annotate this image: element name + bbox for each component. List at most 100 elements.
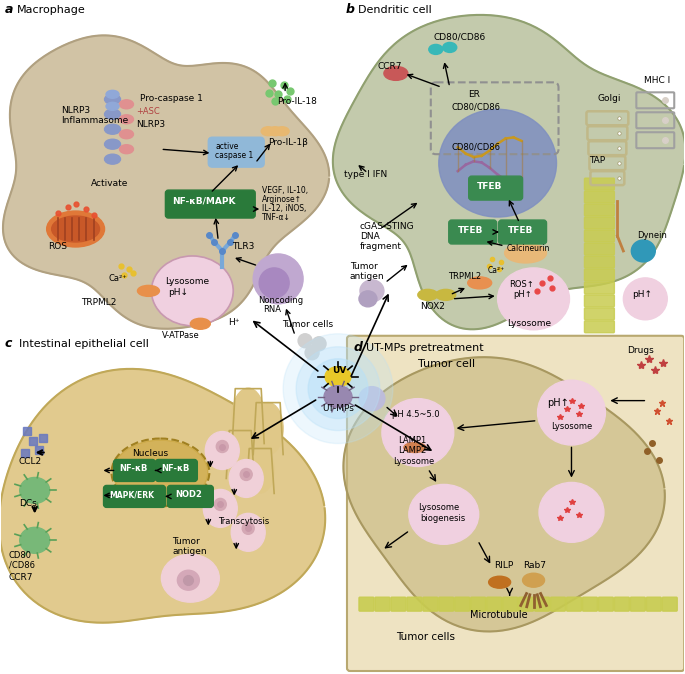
Ellipse shape bbox=[246, 448, 274, 493]
Text: Intestinal epithelial cell: Intestinal epithelial cell bbox=[18, 339, 149, 348]
Ellipse shape bbox=[105, 154, 121, 164]
Text: a: a bbox=[5, 3, 13, 16]
Ellipse shape bbox=[632, 240, 656, 262]
FancyBboxPatch shape bbox=[534, 597, 549, 611]
Ellipse shape bbox=[162, 554, 219, 602]
Text: TLR3: TLR3 bbox=[232, 242, 255, 251]
Polygon shape bbox=[343, 357, 665, 632]
FancyBboxPatch shape bbox=[662, 597, 677, 611]
FancyBboxPatch shape bbox=[455, 597, 470, 611]
Text: RNA: RNA bbox=[263, 305, 281, 314]
Text: Pro-IL-18: Pro-IL-18 bbox=[277, 97, 317, 106]
Ellipse shape bbox=[404, 443, 426, 452]
Ellipse shape bbox=[232, 514, 265, 551]
FancyBboxPatch shape bbox=[391, 597, 406, 611]
Text: Noncoding: Noncoding bbox=[258, 296, 303, 305]
Text: Lysosome: Lysosome bbox=[508, 319, 551, 328]
FancyBboxPatch shape bbox=[155, 460, 197, 481]
Ellipse shape bbox=[443, 42, 457, 53]
Text: Rab7: Rab7 bbox=[523, 561, 547, 570]
Text: +ASC: +ASC bbox=[136, 107, 160, 117]
Ellipse shape bbox=[360, 280, 384, 302]
Ellipse shape bbox=[119, 115, 134, 124]
Ellipse shape bbox=[409, 485, 479, 545]
FancyBboxPatch shape bbox=[584, 204, 614, 216]
Text: Tumor: Tumor bbox=[350, 262, 377, 271]
FancyBboxPatch shape bbox=[167, 485, 213, 508]
Ellipse shape bbox=[382, 398, 453, 466]
FancyBboxPatch shape bbox=[582, 597, 597, 611]
Text: type I IFN: type I IFN bbox=[344, 170, 387, 179]
Ellipse shape bbox=[538, 380, 606, 445]
Ellipse shape bbox=[359, 387, 385, 410]
Ellipse shape bbox=[539, 483, 604, 543]
Text: active: active bbox=[215, 142, 238, 151]
FancyBboxPatch shape bbox=[407, 597, 422, 611]
Ellipse shape bbox=[523, 573, 545, 587]
Text: DNA: DNA bbox=[360, 232, 379, 241]
FancyBboxPatch shape bbox=[584, 217, 614, 229]
Ellipse shape bbox=[429, 44, 443, 55]
FancyBboxPatch shape bbox=[503, 597, 518, 611]
Ellipse shape bbox=[203, 489, 237, 527]
Ellipse shape bbox=[119, 100, 134, 109]
Text: TNF-α↓: TNF-α↓ bbox=[262, 213, 291, 222]
FancyBboxPatch shape bbox=[519, 597, 534, 611]
Text: Transcytosis: Transcytosis bbox=[219, 518, 269, 526]
Text: TAP: TAP bbox=[589, 156, 606, 165]
FancyBboxPatch shape bbox=[584, 321, 614, 333]
Ellipse shape bbox=[138, 285, 160, 297]
Text: Activate: Activate bbox=[90, 179, 128, 188]
Ellipse shape bbox=[497, 268, 569, 330]
Ellipse shape bbox=[298, 334, 312, 348]
Ellipse shape bbox=[214, 498, 226, 510]
FancyBboxPatch shape bbox=[599, 597, 613, 611]
Text: ROS: ROS bbox=[48, 242, 66, 251]
Ellipse shape bbox=[105, 140, 121, 149]
FancyBboxPatch shape bbox=[165, 190, 256, 218]
Ellipse shape bbox=[106, 102, 119, 111]
Text: TFEB: TFEB bbox=[458, 226, 483, 235]
FancyBboxPatch shape bbox=[584, 178, 614, 190]
FancyBboxPatch shape bbox=[375, 597, 390, 611]
Text: UV: UV bbox=[332, 366, 347, 375]
Ellipse shape bbox=[153, 257, 232, 325]
Ellipse shape bbox=[325, 367, 351, 387]
Text: Macrophage: Macrophage bbox=[16, 5, 86, 15]
Ellipse shape bbox=[177, 570, 199, 590]
Text: d: d bbox=[354, 341, 363, 354]
Polygon shape bbox=[0, 369, 325, 623]
Text: NF-κB/MAPK: NF-κB/MAPK bbox=[173, 196, 236, 205]
Text: NLRP3: NLRP3 bbox=[61, 106, 90, 115]
Text: pH↓: pH↓ bbox=[169, 288, 188, 297]
Ellipse shape bbox=[253, 402, 283, 454]
Ellipse shape bbox=[505, 243, 547, 263]
Text: pH 4.5~5.0: pH 4.5~5.0 bbox=[392, 410, 440, 419]
Ellipse shape bbox=[418, 289, 438, 301]
Text: Golgi: Golgi bbox=[597, 94, 621, 103]
Ellipse shape bbox=[105, 94, 121, 104]
FancyBboxPatch shape bbox=[486, 597, 501, 611]
Text: CD80/CD86: CD80/CD86 bbox=[451, 102, 501, 111]
FancyBboxPatch shape bbox=[584, 269, 614, 281]
Text: TRPML2: TRPML2 bbox=[448, 272, 481, 281]
Ellipse shape bbox=[439, 109, 556, 217]
Ellipse shape bbox=[226, 431, 254, 479]
Text: CCR7: CCR7 bbox=[378, 63, 402, 71]
FancyBboxPatch shape bbox=[584, 243, 614, 255]
Text: Lysosome: Lysosome bbox=[165, 277, 210, 286]
Text: Tumor cells: Tumor cells bbox=[282, 319, 334, 329]
Ellipse shape bbox=[47, 211, 105, 247]
Text: antigen: antigen bbox=[350, 272, 384, 281]
Ellipse shape bbox=[190, 318, 210, 330]
FancyBboxPatch shape bbox=[208, 137, 264, 167]
Text: pH↑: pH↑ bbox=[632, 290, 652, 299]
FancyBboxPatch shape bbox=[584, 282, 614, 294]
FancyBboxPatch shape bbox=[439, 597, 453, 611]
Text: TFEB: TFEB bbox=[508, 226, 533, 235]
FancyBboxPatch shape bbox=[584, 256, 614, 268]
Text: TRPML2: TRPML2 bbox=[81, 298, 116, 307]
FancyBboxPatch shape bbox=[347, 336, 684, 671]
Ellipse shape bbox=[51, 216, 99, 242]
Text: RILP: RILP bbox=[494, 561, 513, 570]
